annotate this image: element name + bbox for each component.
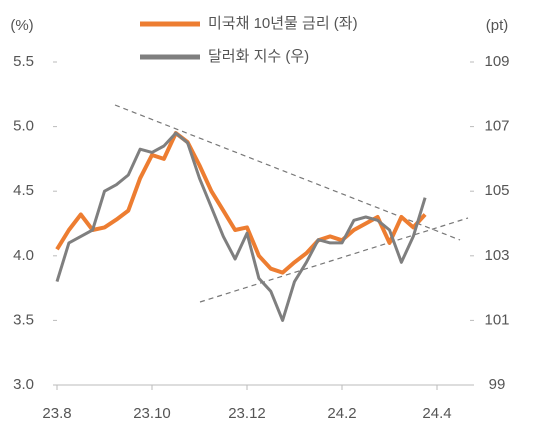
y-tick-label: 3.5 xyxy=(13,311,34,328)
series-line xyxy=(55,131,427,322)
legend-label: 달러화 지수 (우) xyxy=(208,48,309,65)
y-tick-label: 5.5 xyxy=(13,53,34,70)
y-axis-title: (%) xyxy=(10,17,33,34)
y-tick-label: 4.5 xyxy=(13,182,34,199)
series-line xyxy=(55,131,427,275)
y2-tick-label: 109 xyxy=(484,53,509,70)
x-tick-label: 24.4 xyxy=(422,405,451,422)
x-tick-label: 23.12 xyxy=(228,405,266,422)
x-tick-label: 24.2 xyxy=(327,405,356,422)
y2-axis-title: (pt) xyxy=(486,17,509,34)
y-tick-label: 5.0 xyxy=(13,118,34,135)
trend-line xyxy=(114,104,461,241)
y2-tick-label: 107 xyxy=(484,118,509,135)
y2-tick-label: 105 xyxy=(484,182,509,199)
y-tick-label: 3.0 xyxy=(13,376,34,393)
trend-line xyxy=(199,217,469,303)
y2-tick-label: 103 xyxy=(484,247,509,264)
y2-tick-label: 99 xyxy=(489,376,506,393)
y-tick-label: 4.0 xyxy=(13,247,34,264)
x-tick-label: 23.8 xyxy=(42,405,71,422)
y2-tick-label: 101 xyxy=(484,311,509,328)
legend-label: 미국채 10년물 금리 (좌) xyxy=(208,15,358,32)
x-tick-label: 23.10 xyxy=(133,405,171,422)
